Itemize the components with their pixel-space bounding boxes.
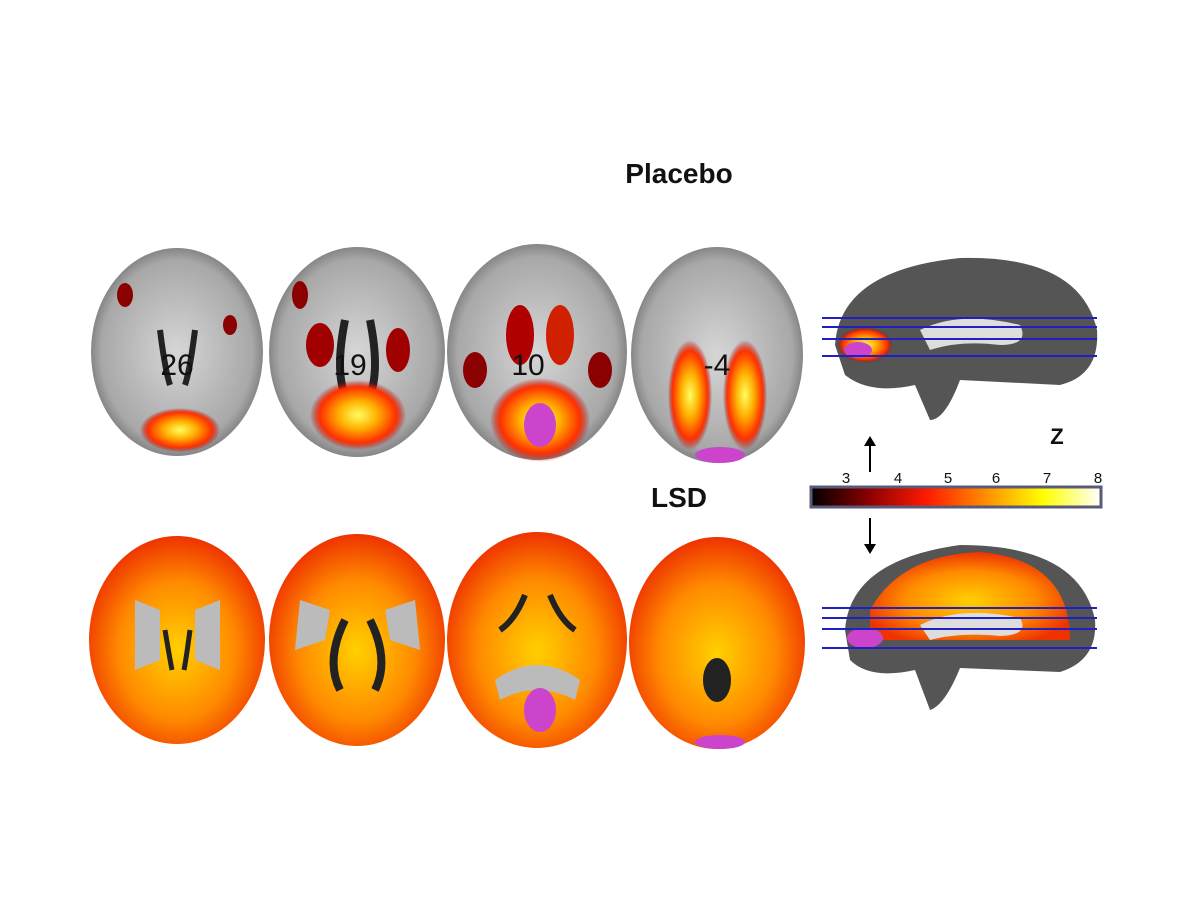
colorbar: 3 4 5 6 7 8 [809,470,1103,509]
lsd-axial-slice-2 [269,534,445,746]
colorbar-label: Z [1050,424,1063,449]
arrow-up-icon [864,436,876,472]
placebo-axial-slice-4: -4 [631,247,803,463]
placebo-axial-slice-1: 26 [91,248,263,456]
slice-number: 19 [333,349,366,382]
lsd-title: LSD [651,482,707,513]
arrow-down-icon [864,518,876,554]
colorbar-tick: 5 [944,470,952,487]
colorbar-tick: 7 [1043,470,1051,487]
slice-number: -4 [704,349,731,382]
slice-number: 26 [160,349,193,382]
slice-position-lines [822,607,1097,649]
placebo-axial-slice-2: 19 [269,247,445,457]
colorbar-tick: 3 [842,470,850,487]
placebo-sagittal-view [822,257,1098,420]
lsd-axial-slice-4 [629,537,805,749]
lsd-axial-slice-1 [89,536,265,744]
slice-position-lines [822,317,1097,357]
colorbar-tick: 8 [1094,470,1102,487]
colorbar-tick: 4 [894,470,902,487]
lsd-sagittal-view [822,545,1097,710]
placebo-axial-slice-3: 10 [447,244,627,462]
lsd-axial-slice-3 [447,532,627,748]
colorbar-tick: 6 [992,470,1000,487]
slice-number: 10 [511,349,544,382]
placebo-title: Placebo [625,158,733,189]
